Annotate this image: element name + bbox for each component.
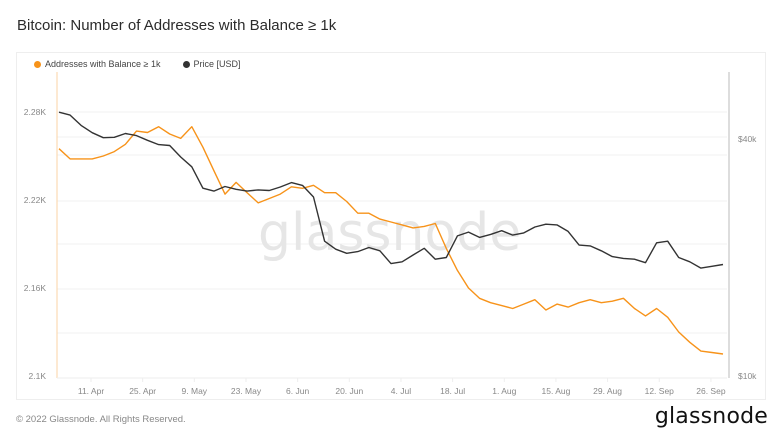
addresses-line[interactable]	[58, 125, 724, 355]
chart-panel	[16, 52, 766, 400]
x-tick-label: 11. Apr	[78, 386, 104, 396]
page-title: Bitcoin: Number of Addresses with Balanc…	[17, 17, 337, 34]
x-tick-label: 15. Aug	[542, 386, 571, 396]
y-tick-label: 2.22K	[24, 195, 47, 205]
price-line[interactable]	[58, 111, 724, 269]
x-tick-label: 4. Jul	[391, 386, 411, 396]
legend-item-price[interactable]: Price [USD]	[182, 59, 241, 69]
legend-item-addresses[interactable]: Addresses with Balance ≥ 1k	[34, 59, 161, 69]
x-tick-label: 12. Sep	[645, 386, 675, 396]
y2-tick-label: $10k	[738, 371, 757, 381]
y-tick-label: 2.16K	[24, 283, 47, 293]
x-tick-label: 9. May	[182, 386, 208, 396]
y-tick-label: 2.28K	[24, 107, 47, 117]
legend-label: Price [USD]	[193, 59, 241, 69]
x-tick-label: 20. Jun	[335, 386, 363, 396]
legend-dot-icon	[34, 60, 41, 68]
x-tick-label: 6. Jun	[286, 386, 309, 396]
chart-legend: Addresses with Balance ≥ 1k Price [USD]	[34, 59, 241, 69]
copyright-text: © 2022 Glassnode. All Rights Reserved.	[16, 414, 186, 425]
y2-tick-label: $40k	[738, 134, 757, 144]
watermark: glassnode	[258, 203, 521, 263]
x-tick-label: 1. Aug	[492, 386, 516, 396]
x-tick-label: 29. Aug	[593, 386, 622, 396]
legend-label: Addresses with Balance ≥ 1k	[45, 59, 161, 69]
x-tick-label: 26. Sep	[696, 386, 726, 396]
y-tick-label: 2.1K	[29, 371, 47, 381]
legend-dot-icon	[182, 60, 190, 68]
x-tick-label: 18. Jul	[440, 386, 465, 396]
glassnode-logo: glassnode	[654, 404, 768, 429]
x-tick-label: 25. Apr	[129, 386, 156, 396]
x-tick-label: 23. May	[231, 386, 262, 396]
